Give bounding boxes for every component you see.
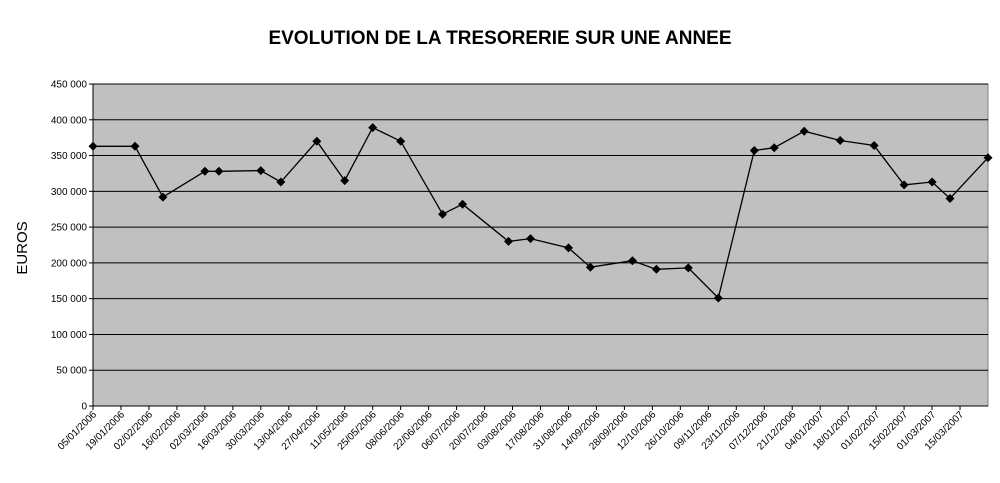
- y-axis-label: EUROS: [14, 221, 31, 274]
- data-point-marker: [713, 293, 723, 303]
- data-point-marker: [340, 176, 350, 186]
- data-point-marker: [88, 141, 98, 151]
- y-tick-label: 200 000: [51, 258, 88, 269]
- data-point-marker: [368, 123, 378, 133]
- data-point-marker: [200, 166, 210, 176]
- data-point-marker: [158, 192, 168, 202]
- y-tick-label: 0: [81, 402, 87, 413]
- data-point-marker: [526, 234, 535, 244]
- y-tick-label: 100 000: [51, 330, 88, 341]
- axes: [89, 83, 988, 410]
- y-tick-labels: 0 50 000 100 000 150 000 200 000 250 000 300 0…: [51, 80, 88, 413]
- grid-lines: [93, 83, 988, 371]
- data-point-marker: [627, 256, 637, 266]
- data-point-marker: [983, 153, 993, 163]
- data-point-marker: [899, 180, 909, 190]
- y-tick-label: 350 000: [51, 151, 88, 162]
- data-point-marker: [504, 236, 513, 246]
- y-tick-label: 300 000: [51, 187, 88, 198]
- data-point-marker: [869, 141, 879, 150]
- data-point-marker: [312, 136, 322, 146]
- data-point-marker: [438, 209, 448, 219]
- data-point-marker: [564, 243, 573, 253]
- data-point-marker: [214, 166, 224, 176]
- x-tick-labels: 05/01/200619/01/200602/02/200616/02/2006…: [56, 409, 967, 452]
- data-series: [88, 123, 993, 303]
- data-point-marker: [927, 177, 937, 187]
- data-point-marker: [458, 199, 468, 209]
- data-point-marker: [276, 177, 286, 187]
- data-point-marker: [945, 194, 955, 203]
- data-point-marker: [396, 136, 406, 146]
- y-tick-label: 400 000: [51, 115, 88, 126]
- data-point-marker: [835, 136, 845, 145]
- y-tick-label: 250 000: [51, 223, 88, 234]
- data-point-marker: [683, 263, 693, 273]
- chart-title: EVOLUTION DE LA TRESORERIE SUR UNE ANNEE: [268, 28, 731, 49]
- data-point-marker: [585, 262, 595, 272]
- data-point-marker: [749, 146, 759, 155]
- data-point-marker: [799, 126, 809, 136]
- y-tick-label: 150 000: [51, 294, 88, 305]
- data-point-marker: [256, 166, 266, 176]
- series-line: [93, 126, 989, 300]
- data-point-marker: [769, 143, 779, 153]
- data-point-marker: [651, 264, 661, 274]
- y-tick-label: 450 000: [51, 80, 88, 91]
- data-point-marker: [130, 141, 140, 151]
- plot-area: [92, 83, 989, 407]
- y-tick-label: 50 000: [56, 366, 87, 377]
